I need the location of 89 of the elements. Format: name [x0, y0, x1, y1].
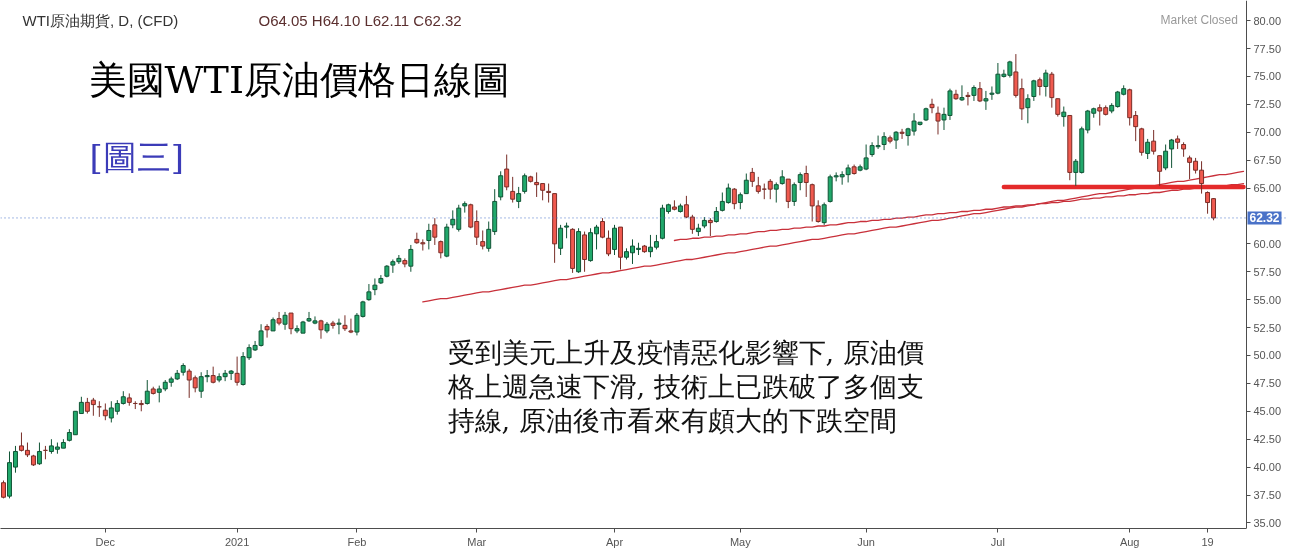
candlestick [606, 229, 611, 257]
candlestick [803, 165, 809, 198]
annotation: O64.05 H64.10 L62.11 C62.32 [258, 12, 462, 29]
candlestick [504, 154, 510, 191]
candlestick [935, 106, 941, 135]
candlestick [959, 84, 965, 102]
candlestick [342, 314, 348, 332]
y-tick-label: 37.50 [1253, 489, 1282, 502]
y-tick-label: 70.00 [1253, 126, 1282, 139]
x-tick-label: Jul [990, 535, 1005, 548]
candlestick [965, 91, 971, 106]
candlestick [510, 176, 516, 204]
candlestick [144, 379, 150, 406]
y-tick-label: 55.00 [1253, 293, 1282, 306]
y-tick-label: 45.00 [1253, 405, 1282, 418]
y-tick-label: 50.00 [1253, 349, 1282, 362]
candlestick [785, 178, 791, 209]
candlestick [612, 224, 617, 256]
candlestick [1061, 106, 1067, 128]
annotation: 受到美元上升及疫情惡化影響下, 原油價格上週急速下滑, 技術上已跌破了多個支持線, 原油後市看來有頗大的下跌空間 [446, 337, 924, 436]
annotation: Market Closed [1160, 12, 1238, 27]
x-tick-label: Mar [467, 535, 487, 548]
x-tick-label: Aug [1119, 535, 1140, 548]
candlestick [983, 90, 989, 111]
candlestick [498, 170, 504, 201]
y-tick-label: 40.00 [1253, 461, 1282, 474]
y-tick-label: 42.50 [1253, 433, 1282, 446]
text: 美國WTI原油價格日線圖 [88, 57, 510, 102]
candlestick [767, 178, 773, 200]
y-tick-label: 80.00 [1253, 14, 1282, 27]
candlestick [791, 181, 797, 207]
candlestick [264, 323, 270, 339]
candlestick [234, 356, 240, 387]
candlestick [749, 167, 755, 188]
candlestick [336, 318, 342, 335]
x-tick-label: May [729, 535, 752, 548]
y-tick-label: 35.00 [1253, 516, 1282, 529]
candlestick [731, 187, 737, 210]
candlestick [1139, 127, 1145, 157]
candlestick [821, 202, 827, 226]
y-tick-label: 77.50 [1253, 42, 1282, 55]
candlestick [1145, 138, 1151, 160]
candlestick [893, 130, 899, 150]
candlestick [516, 186, 522, 209]
y-tick-label: 67.50 [1253, 154, 1282, 167]
candlestick [276, 311, 282, 326]
candlestick [522, 173, 528, 195]
annotation: WTI原油期貨, D, (CFD) [22, 12, 179, 29]
candlestick [546, 183, 552, 204]
candlestick [1043, 69, 1049, 97]
line-series [422, 170, 1245, 303]
candlestick [929, 98, 935, 114]
candlestick [743, 173, 749, 195]
y-tick-label: 57.50 [1253, 265, 1282, 278]
x-tick-label: Apr [605, 535, 624, 548]
ref-line-label: 62.32 [1249, 211, 1280, 226]
candlestick [881, 131, 887, 151]
candlestick [348, 318, 354, 334]
y-tick-label: 75.00 [1253, 70, 1282, 83]
x-tick-label: 19 [1201, 535, 1214, 548]
candlestick [1151, 129, 1157, 156]
x-tick-label: Dec [95, 535, 116, 548]
y-tick-label: 72.50 [1253, 98, 1282, 111]
candlestick [558, 224, 564, 256]
candlestick [426, 223, 432, 250]
candlestick [773, 181, 779, 204]
candlestick [408, 244, 414, 273]
candlestick [288, 312, 294, 335]
candlestick [36, 442, 42, 466]
y-tick-label: 47.50 [1253, 377, 1282, 390]
candlestick [480, 229, 486, 250]
candlestick [366, 283, 372, 302]
candlestick [1163, 144, 1169, 171]
x-tick-label: Jun [857, 535, 875, 548]
candlestick [432, 217, 438, 246]
candlestick [953, 89, 959, 101]
candlestick [1025, 93, 1031, 124]
candlestick [330, 320, 336, 330]
y-tick-label: 60.00 [1253, 237, 1282, 250]
candlestick [1169, 138, 1175, 169]
y-tick-label: 52.50 [1253, 321, 1282, 334]
x-tick-label: 2021 [224, 535, 250, 548]
candlestick [1049, 71, 1055, 109]
candlestick [372, 277, 378, 296]
x-tick-label: Feb [347, 535, 367, 548]
candlestick [899, 128, 905, 140]
candlestick [1157, 155, 1163, 187]
text: [圖三] [89, 136, 185, 177]
y-tick-label: 65.00 [1253, 182, 1282, 195]
